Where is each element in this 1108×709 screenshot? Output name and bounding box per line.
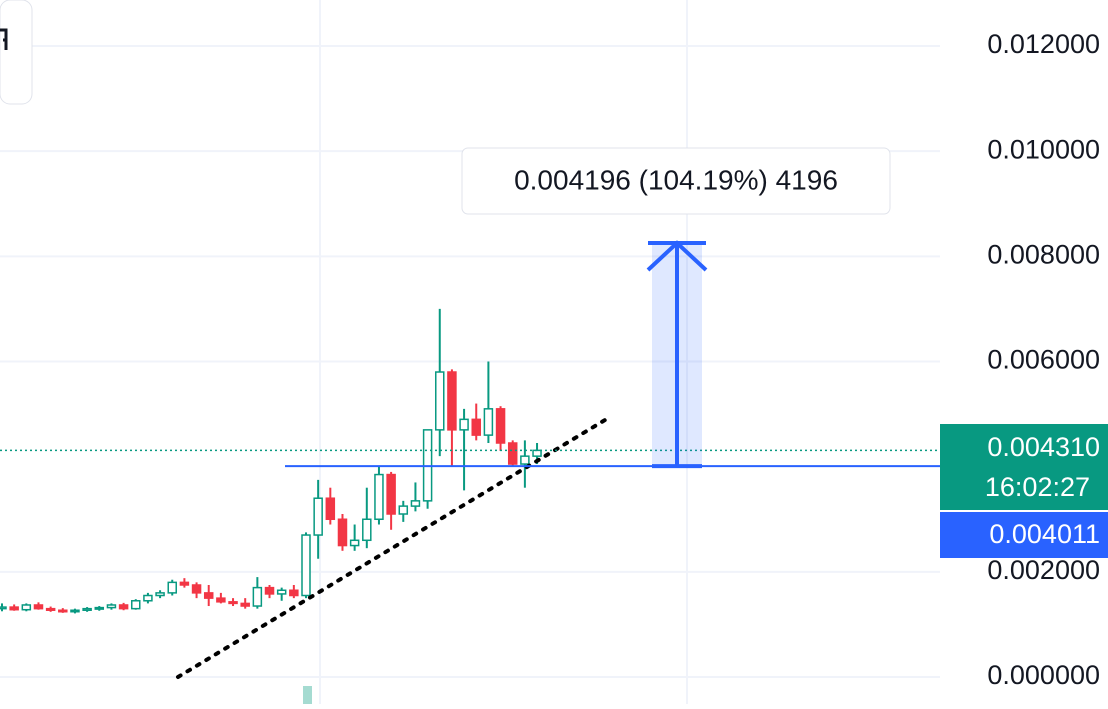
measure-box — [461, 147, 891, 215]
candle-body — [349, 539, 360, 547]
candle-body — [301, 534, 311, 597]
candle-body — [216, 597, 226, 603]
candle-body — [82, 607, 92, 611]
toolbar-button[interactable] — [0, 0, 33, 105]
candle-body — [507, 442, 518, 465]
candle-body — [167, 581, 177, 594]
y-tick-label: 0.000000 — [987, 660, 1100, 690]
y-tick-label: 0.006000 — [987, 345, 1100, 375]
y-tick-label: 0.008000 — [987, 239, 1100, 269]
candle-body — [58, 609, 68, 613]
candle-body — [447, 371, 457, 431]
candle-body — [228, 601, 238, 605]
volume-bar — [303, 686, 312, 704]
candle-body — [106, 604, 117, 609]
candle-body — [21, 604, 32, 611]
candle-body — [337, 518, 348, 547]
candle-body — [374, 473, 384, 521]
last-price-label: 0.004310 — [987, 432, 1100, 462]
candle-body — [155, 592, 165, 597]
candle-body — [70, 609, 80, 613]
candle-body — [203, 592, 214, 599]
candle-body — [276, 589, 287, 595]
candle-body — [143, 594, 153, 602]
candle-body — [398, 505, 409, 515]
toolbar-icon — [0, 28, 8, 50]
candle-body — [33, 604, 44, 610]
candle-body — [252, 586, 263, 607]
candle-body — [325, 497, 336, 521]
candle-body — [386, 473, 396, 515]
candle-body — [94, 606, 105, 610]
candle-body — [459, 418, 469, 431]
y-tick-label: 0.010000 — [987, 134, 1100, 164]
candle-body — [264, 586, 275, 595]
candle-body — [240, 602, 250, 607]
candle-body — [118, 604, 129, 610]
measure-label: 0.004196 (104.19%) 4196 — [514, 164, 838, 195]
y-tick-label: 0.002000 — [987, 555, 1100, 585]
candle-body — [9, 606, 19, 611]
last-price-box — [940, 424, 1108, 510]
candle-body — [179, 581, 190, 586]
line-price-box — [940, 512, 1108, 558]
candle-body — [495, 408, 506, 444]
candle-body — [532, 449, 542, 457]
countdown-label: 16:02:27 — [985, 472, 1090, 502]
candle-body — [435, 371, 445, 431]
candle-body — [131, 600, 141, 610]
candle-body — [45, 607, 56, 611]
candle-body — [520, 455, 530, 465]
candle-body — [410, 500, 421, 507]
trend-line — [176, 418, 607, 679]
y-tick-label: 0.012000 — [987, 29, 1100, 59]
candle-body — [313, 497, 323, 536]
candle-body — [0, 606, 7, 610]
candle-body — [362, 518, 372, 542]
candle-body — [471, 418, 481, 436]
candle-body — [191, 584, 202, 594]
line-price-label: 0.004011 — [989, 519, 1100, 549]
candle-body — [483, 408, 494, 436]
candle-body — [289, 589, 299, 597]
measure-arrow — [646, 240, 708, 469]
